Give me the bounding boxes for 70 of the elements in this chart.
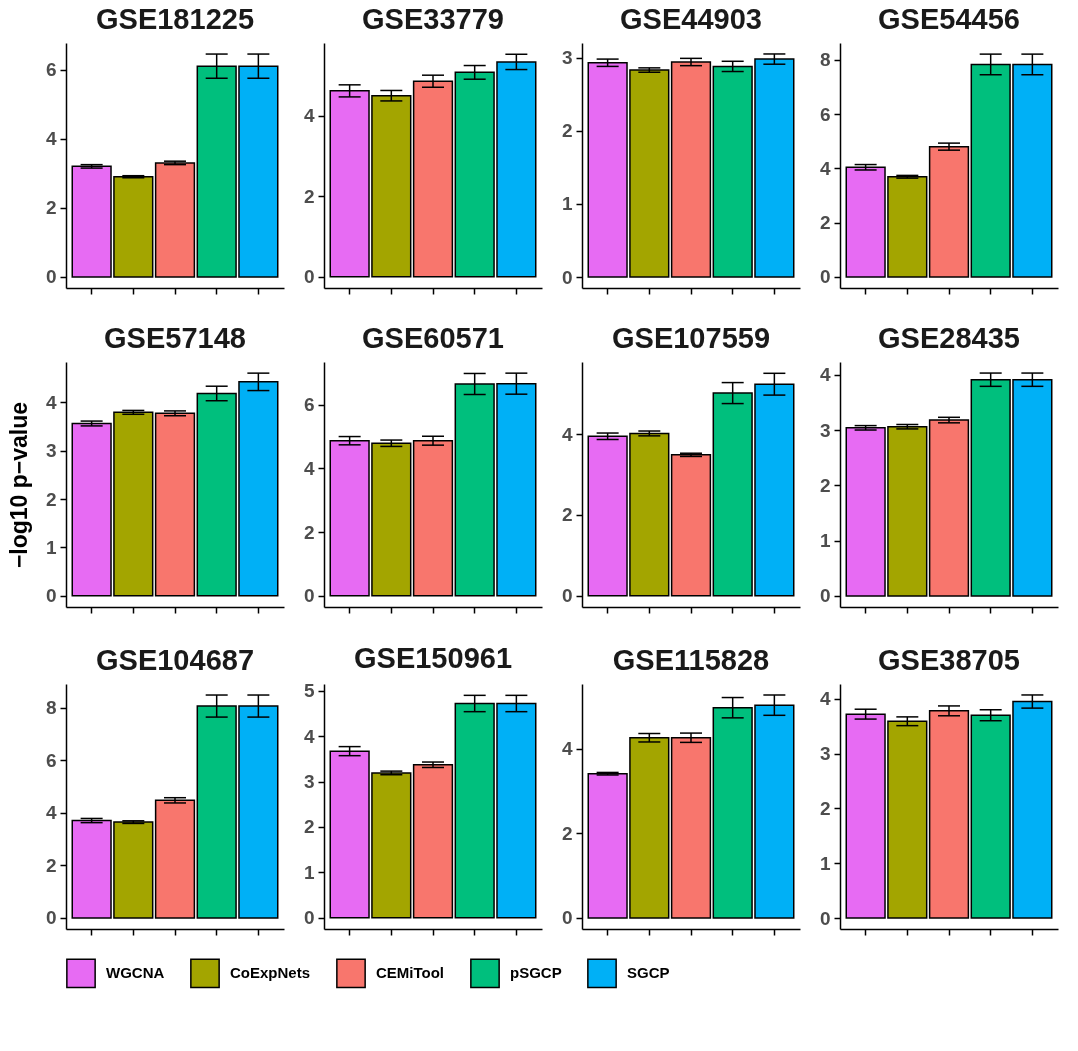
y-tick-label: 4 (561, 738, 573, 760)
y-tick-label: 0 (303, 266, 315, 288)
chart-title: GSE104687 (95, 644, 255, 676)
chart-title: GSE54456 (878, 3, 1020, 35)
y-tick-label: 2 (45, 854, 57, 876)
chart-title: GSE60571 (362, 322, 504, 354)
y-tick-label: 2 (819, 797, 831, 819)
y-tick-label: 2 (561, 504, 573, 526)
y-tick-label: 0 (303, 907, 315, 929)
y-tick-label: 2 (45, 197, 57, 219)
y-tick-label: 1 (819, 852, 831, 874)
y-tick-label: 2 (561, 120, 573, 142)
y-tick-label: 4 (819, 157, 831, 179)
y-tick-label: 2 (561, 822, 573, 844)
y-tick-label: 2 (303, 521, 315, 543)
legend-label: CoExpNets (230, 964, 311, 982)
y-tick-label: 3 (45, 440, 57, 462)
chart-title: GSE57148 (104, 322, 246, 354)
y-tick-label: 8 (819, 49, 831, 71)
y-tick-label: 2 (45, 488, 57, 510)
y-tick-label: 8 (45, 697, 57, 719)
y-tick-label: 1 (561, 193, 573, 215)
y-tick-label: 2 (819, 474, 831, 496)
y-tick-label: 6 (45, 749, 57, 771)
chart-title: GSE38705 (878, 644, 1020, 676)
legend-label: WGCNA (106, 964, 165, 982)
y-tick-label: 6 (45, 59, 57, 81)
chart-title: GSE44903 (620, 3, 762, 35)
y-tick-label: 0 (45, 585, 57, 607)
y-tick-label: 4 (303, 725, 315, 747)
y-tick-label: 3 (561, 47, 573, 69)
y-tick-label: 1 (303, 861, 315, 883)
y-axis-title: −log10 p−value (5, 401, 32, 569)
chart-title: GSE28435 (878, 322, 1020, 354)
y-tick-label: 2 (303, 816, 315, 838)
y-tick-label: 4 (303, 457, 315, 479)
y-tick-label: 0 (561, 585, 573, 607)
y-tick-label: 4 (45, 391, 57, 413)
y-tick-label: 3 (303, 771, 315, 793)
y-tick-label: 4 (561, 423, 573, 445)
y-tick-label: 0 (819, 266, 831, 288)
y-tick-label: 2 (303, 185, 315, 207)
legend-label: pSGCP (510, 964, 562, 982)
y-tick-label: 0 (45, 266, 57, 288)
y-tick-label: 4 (45, 128, 57, 150)
chart-title: GSE115828 (612, 644, 770, 676)
y-tick-label: 4 (819, 364, 831, 386)
y-tick-label: 1 (45, 536, 57, 558)
y-tick-label: 6 (303, 394, 315, 416)
y-tick-label: 6 (819, 103, 831, 125)
y-tick-label: 0 (561, 266, 573, 288)
y-tick-label: 2 (819, 212, 831, 234)
y-tick-label: 4 (819, 688, 831, 710)
y-tick-label: 0 (561, 907, 573, 929)
chart-title: GSE150961 (353, 641, 513, 674)
y-tick-label: 0 (45, 907, 57, 929)
chart-title: GSE181225 (95, 3, 255, 35)
y-tick-label: 3 (819, 743, 831, 765)
y-tick-label: 0 (303, 585, 315, 607)
chart-title: GSE107559 (611, 322, 771, 354)
chart-title: GSE33779 (362, 3, 504, 35)
y-tick-label: 0 (819, 907, 831, 929)
legend-label: CEMiTool (376, 964, 445, 982)
y-tick-label: 4 (303, 105, 315, 127)
y-tick-label: 1 (819, 530, 831, 552)
y-tick-label: 0 (819, 585, 831, 607)
y-tick-label: 4 (45, 802, 57, 824)
y-tick-label: 3 (819, 419, 831, 441)
legend-label: SGCP (627, 964, 670, 982)
y-tick-label: 5 (303, 680, 315, 702)
